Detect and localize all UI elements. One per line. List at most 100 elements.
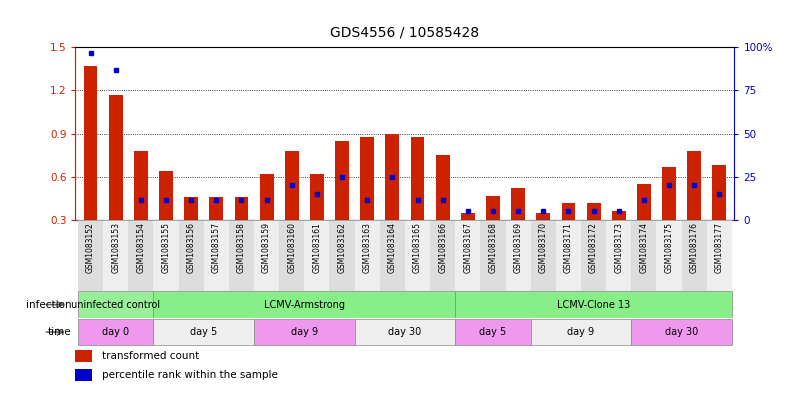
- Bar: [430, 220, 455, 291]
- Text: GSM1083166: GSM1083166: [438, 222, 447, 273]
- Text: infection: infection: [26, 299, 71, 310]
- Bar: [380, 220, 405, 291]
- Bar: [486, 196, 500, 220]
- Bar: [355, 319, 455, 345]
- Bar: [355, 220, 380, 291]
- Bar: [688, 151, 701, 220]
- Bar: [330, 220, 355, 291]
- Text: GSM1083152: GSM1083152: [86, 222, 95, 273]
- Bar: [461, 213, 475, 220]
- Bar: [234, 197, 249, 220]
- Text: day 5: day 5: [190, 327, 218, 337]
- Bar: [455, 319, 530, 345]
- Bar: [707, 220, 732, 291]
- Bar: [480, 220, 506, 291]
- Text: day 30: day 30: [665, 327, 698, 337]
- Bar: [159, 171, 173, 220]
- Text: GSM1083162: GSM1083162: [337, 222, 346, 273]
- Text: day 0: day 0: [102, 327, 129, 337]
- Bar: [681, 220, 707, 291]
- Bar: [335, 141, 349, 220]
- Bar: [662, 167, 676, 220]
- Text: GSM1083167: GSM1083167: [464, 222, 472, 273]
- Text: GSM1083168: GSM1083168: [488, 222, 498, 273]
- Text: GSM1083157: GSM1083157: [212, 222, 221, 273]
- Bar: [75, 369, 92, 381]
- Bar: [285, 151, 299, 220]
- Bar: [537, 213, 550, 220]
- Text: GSM1083158: GSM1083158: [237, 222, 246, 273]
- Bar: [631, 319, 732, 345]
- Text: GSM1083172: GSM1083172: [589, 222, 598, 273]
- Text: LCMV-Armstrong: LCMV-Armstrong: [264, 299, 345, 310]
- Text: GSM1083170: GSM1083170: [539, 222, 548, 273]
- Bar: [530, 220, 556, 291]
- Text: day 30: day 30: [388, 327, 422, 337]
- Text: GSM1083160: GSM1083160: [287, 222, 296, 273]
- Text: GSM1083171: GSM1083171: [564, 222, 573, 273]
- Bar: [134, 151, 148, 220]
- Text: day 9: day 9: [291, 327, 318, 337]
- Bar: [75, 350, 92, 362]
- Bar: [455, 291, 732, 318]
- Bar: [254, 220, 279, 291]
- Bar: [210, 197, 223, 220]
- Text: GSM1083159: GSM1083159: [262, 222, 271, 273]
- Bar: [78, 220, 103, 291]
- Bar: [506, 220, 530, 291]
- Text: GSM1083156: GSM1083156: [187, 222, 195, 273]
- Bar: [410, 136, 425, 220]
- Bar: [279, 220, 304, 291]
- Bar: [254, 319, 355, 345]
- Text: GSM1083164: GSM1083164: [387, 222, 397, 273]
- Bar: [204, 220, 229, 291]
- Bar: [606, 220, 631, 291]
- Bar: [712, 165, 727, 220]
- Bar: [511, 188, 525, 220]
- Bar: [657, 220, 681, 291]
- Bar: [103, 220, 129, 291]
- Bar: [78, 319, 153, 345]
- Bar: [631, 220, 657, 291]
- Text: time: time: [48, 327, 71, 337]
- Bar: [310, 174, 324, 220]
- Text: percentile rank within the sample: percentile rank within the sample: [102, 370, 278, 380]
- Bar: [109, 95, 122, 220]
- Text: day 9: day 9: [568, 327, 595, 337]
- Bar: [561, 203, 576, 220]
- Text: GSM1083176: GSM1083176: [690, 222, 699, 273]
- Text: GSM1083154: GSM1083154: [137, 222, 145, 273]
- Text: GSM1083161: GSM1083161: [312, 222, 322, 273]
- Text: uninfected control: uninfected control: [71, 299, 160, 310]
- Text: GSM1083175: GSM1083175: [665, 222, 673, 273]
- Text: LCMV-Clone 13: LCMV-Clone 13: [557, 299, 630, 310]
- Text: transformed count: transformed count: [102, 351, 199, 361]
- Text: GSM1083177: GSM1083177: [715, 222, 724, 273]
- Bar: [129, 220, 153, 291]
- Bar: [304, 220, 330, 291]
- Bar: [385, 134, 399, 220]
- Bar: [455, 220, 480, 291]
- Bar: [78, 291, 153, 318]
- Bar: [229, 220, 254, 291]
- Text: GSM1083173: GSM1083173: [615, 222, 623, 273]
- Bar: [260, 174, 273, 220]
- Text: day 5: day 5: [480, 327, 507, 337]
- Bar: [184, 197, 198, 220]
- Bar: [153, 220, 179, 291]
- Bar: [530, 319, 631, 345]
- Text: GSM1083163: GSM1083163: [363, 222, 372, 273]
- Bar: [153, 319, 254, 345]
- Text: GSM1083165: GSM1083165: [413, 222, 422, 273]
- Bar: [587, 203, 600, 220]
- Text: GSM1083169: GSM1083169: [514, 222, 522, 273]
- Text: GSM1083153: GSM1083153: [111, 222, 120, 273]
- Bar: [405, 220, 430, 291]
- Bar: [360, 136, 374, 220]
- Bar: [556, 220, 581, 291]
- Text: GSM1083174: GSM1083174: [639, 222, 649, 273]
- Bar: [581, 220, 606, 291]
- Bar: [436, 155, 449, 220]
- Bar: [637, 184, 651, 220]
- Bar: [612, 211, 626, 220]
